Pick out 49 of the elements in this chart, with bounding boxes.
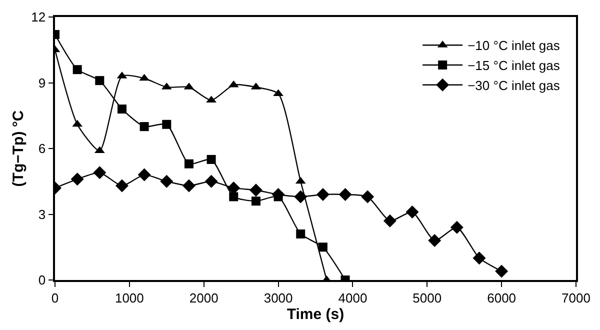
point — [206, 154, 216, 164]
x-tick-label: 3000 — [264, 290, 293, 306]
point — [95, 76, 104, 86]
y-tick-label: 3 — [38, 206, 46, 222]
legend-label: −15 °C inlet gas — [468, 58, 560, 74]
point — [318, 242, 328, 252]
point — [70, 172, 84, 186]
x-axis-title: Time (s) — [286, 306, 344, 323]
point — [495, 264, 508, 278]
y-tick-label: 0 — [38, 272, 46, 288]
y-axis-title: (Tg−Tp) °C — [10, 110, 27, 187]
point — [251, 196, 260, 206]
point — [204, 174, 218, 188]
legend-label: −30 °C inlet gas — [468, 78, 560, 93]
x-tick-label: 7000 — [562, 290, 590, 306]
point — [162, 120, 172, 129]
point — [338, 188, 352, 202]
point — [227, 181, 240, 194]
x-tick-label: 1000 — [114, 290, 144, 306]
point — [184, 159, 194, 168]
point — [316, 188, 330, 202]
point — [472, 252, 486, 265]
point — [117, 104, 126, 114]
point — [206, 96, 216, 103]
point — [428, 234, 442, 248]
point — [138, 168, 151, 182]
x-tick-label: 4000 — [338, 290, 368, 306]
point — [182, 179, 196, 192]
point — [160, 174, 174, 188]
point — [229, 192, 238, 202]
y-tick-label: 6 — [38, 141, 46, 156]
point — [296, 229, 306, 238]
point — [249, 184, 262, 197]
x-tick-label: 6000 — [487, 290, 516, 306]
y-tick-label: 9 — [38, 75, 46, 90]
point — [406, 206, 419, 219]
legend-label: −10 °C inlet gas — [468, 38, 560, 54]
y-tick-label: 12 — [31, 10, 46, 25]
point — [93, 166, 106, 180]
x-tick-label: 5000 — [412, 290, 442, 306]
point — [450, 220, 464, 234]
point — [115, 179, 128, 192]
x-tick-label: 0 — [51, 290, 59, 306]
x-tick-label: 2000 — [189, 290, 218, 306]
point — [140, 122, 149, 132]
point — [72, 65, 82, 74]
point — [361, 190, 374, 204]
point — [383, 214, 396, 228]
point — [294, 190, 308, 204]
